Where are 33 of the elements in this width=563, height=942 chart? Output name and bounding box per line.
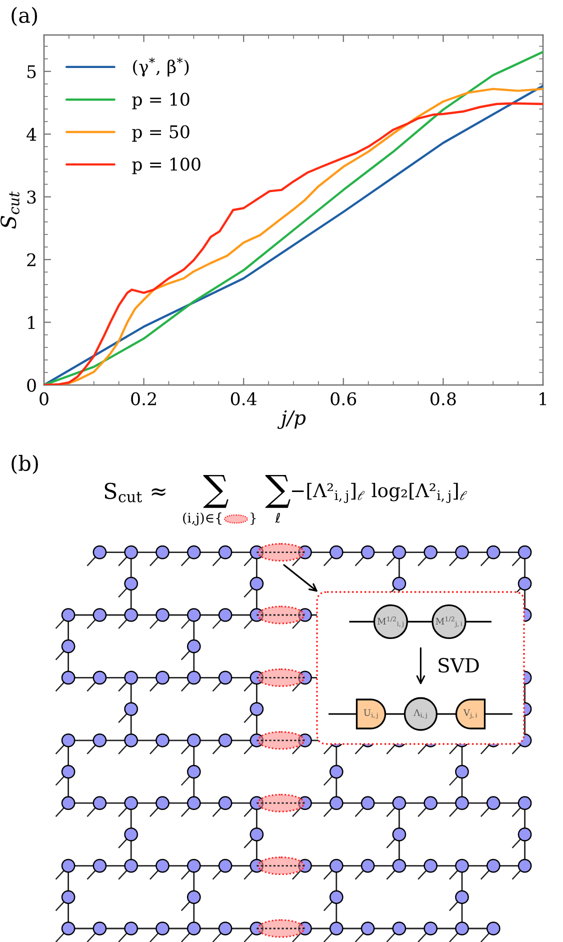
y-tick-label: 0: [27, 378, 36, 392]
text: ∑: [203, 474, 228, 508]
x-tick-label: 0.6: [330, 392, 356, 406]
legend-label: p = 50: [132, 125, 190, 142]
legend-label: p = 10: [132, 92, 190, 110]
y-axis-title: S$_{cut}$: [0, 191, 20, 229]
text: ℓ: [275, 512, 280, 523]
y-tick-label: 5: [27, 65, 36, 78]
text: S$_{cut}$ ≈: [104, 482, 166, 502]
chart-title: (a): [12, 6, 38, 26]
legend-label: p = 100: [132, 158, 200, 174]
text: ∑: [265, 474, 290, 508]
text: M$^{1/2}$$_{i,j}$: [378, 616, 404, 628]
y-tick-label: 1: [28, 316, 35, 329]
x-tick-label: 0.8: [430, 392, 456, 406]
text: U$_{i,j}$: [364, 709, 378, 719]
text: (b): [12, 454, 38, 474]
text: Λ$_{i,j}$: [414, 709, 427, 719]
text: }: [250, 512, 256, 525]
x-axis-title: j/p: [277, 410, 306, 429]
legend-label: (γ$^{*}$, β$^{*}$): [133, 58, 189, 77]
text: SVD: [438, 658, 479, 673]
y-tick-label: 2: [27, 253, 36, 266]
text: −[Λ²$_{i,j}$]$_{ℓ}$ log₂[Λ²$_{i,j}$]$_{ℓ}$: [292, 482, 468, 503]
x-tick-label: 0.2: [131, 392, 156, 406]
x-tick-label: 0: [40, 392, 48, 406]
x-tick-label: 1: [540, 392, 546, 406]
x-tick-label: 0.4: [230, 392, 257, 406]
text: V$_{j,i}$: [463, 709, 478, 719]
text: (i,j)∈{: [183, 512, 222, 526]
y-tick-label: 3: [27, 190, 36, 204]
text: M$^{1/2}$$_{j,i}$: [436, 616, 462, 628]
y-tick-label: 4: [26, 128, 36, 141]
